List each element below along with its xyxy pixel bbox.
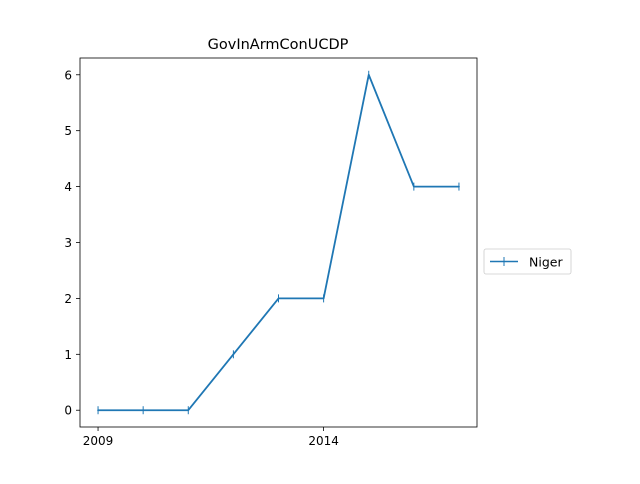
chart-title: GovInArmConUCDP xyxy=(208,37,349,53)
y-tick-label: 1 xyxy=(64,348,72,362)
x-axis: 2009 2014 xyxy=(83,427,339,448)
y-tick-label: 5 xyxy=(64,124,72,138)
y-tick-label: 6 xyxy=(64,68,72,82)
y-tick-label: 3 xyxy=(64,236,72,250)
y-axis: 0 1 2 3 4 5 6 xyxy=(64,68,80,418)
legend-box xyxy=(483,248,572,275)
y-tick-label: 0 xyxy=(64,404,72,418)
y-tick-label: 4 xyxy=(64,180,72,194)
series-line-niger xyxy=(97,73,460,412)
y-tick-label: 2 xyxy=(64,292,72,306)
plot-area xyxy=(79,57,478,428)
x-tick-label: 2009 xyxy=(83,434,114,448)
x-tick-label: 2014 xyxy=(308,434,339,448)
series-layer xyxy=(97,70,460,415)
legend: Niger xyxy=(483,248,572,275)
legend-label-niger: Niger xyxy=(529,255,563,270)
